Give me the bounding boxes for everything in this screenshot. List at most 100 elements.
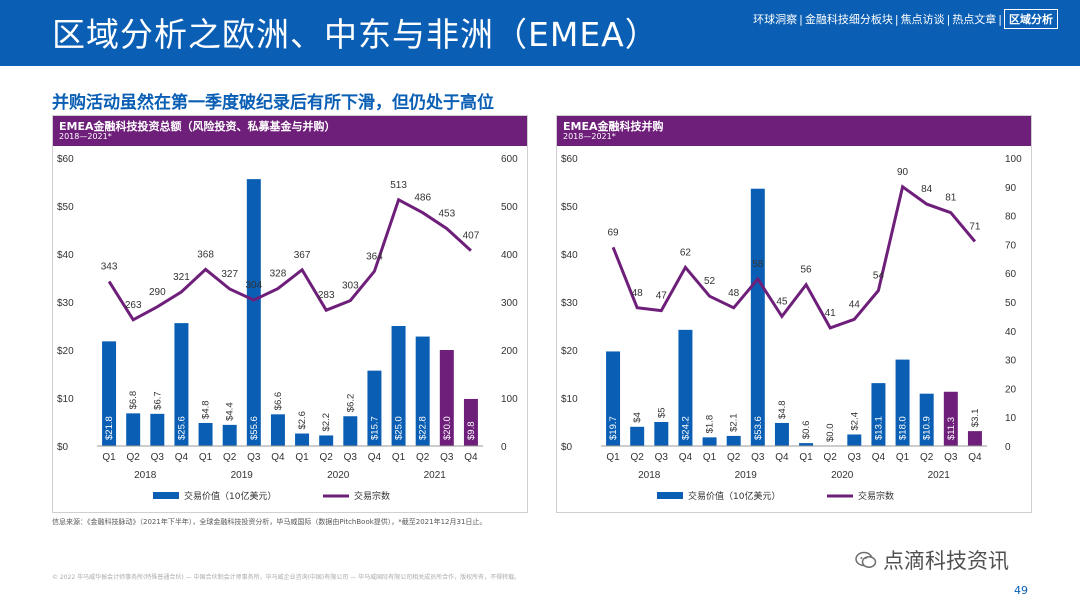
bar-value-label: $25.0 — [394, 416, 405, 440]
x-tick-label: Q2 — [320, 452, 334, 463]
chart-subtitle: 2018—2021* — [59, 132, 112, 141]
top-nav: 环球洞察 | 金融科技细分板块 | 焦点访谈 | 热点文章 | 区域分析 — [753, 9, 1058, 29]
deal-count-label: 58 — [752, 259, 764, 270]
x-tick-label: Q3 — [247, 452, 261, 463]
y-tick-label-right: 200 — [501, 346, 518, 357]
y-tick-label-right: 600 — [501, 154, 518, 165]
deal-count-label: 44 — [849, 299, 861, 310]
y-tick-label-right: 0 — [1005, 442, 1011, 453]
deal-count-label: 52 — [704, 276, 716, 287]
x-tick-label: Q4 — [464, 452, 478, 463]
x-tick-label: Q4 — [872, 452, 886, 463]
x-tick-label: Q1 — [199, 452, 213, 463]
bar-value-label: $9.8 — [466, 422, 477, 441]
y-tick-label-left: $40 — [561, 250, 578, 261]
y-tick-label-left: $60 — [561, 154, 578, 165]
bar — [174, 323, 189, 446]
y-tick-label-right: 90 — [1005, 183, 1017, 194]
y-tick-label-right: 60 — [1005, 269, 1017, 280]
x-tick-label: Q2 — [824, 452, 838, 463]
nav-item-fintech-segments[interactable]: 金融科技细分板块 — [804, 13, 893, 26]
bar-value-label: $4.8 — [201, 400, 212, 419]
deal-count-label: 303 — [342, 281, 359, 292]
watermark: 点滴科技资讯 — [855, 545, 1009, 575]
chart-title: EMEA金融科技并购 — [563, 120, 664, 133]
bar — [343, 416, 358, 446]
deal-count-label: 364 — [366, 251, 383, 262]
chart-title: EMEA金融科技投资总额（风险投资、私募基金与并购） — [59, 120, 336, 133]
x-tick-label: Q1 — [896, 452, 910, 463]
deal-count-label: 84 — [921, 184, 933, 195]
bar — [654, 422, 669, 446]
bar-value-label: $21.8 — [104, 416, 115, 440]
year-label: 2020 — [831, 470, 854, 481]
page-subtitle: 并购活动虽然在第一季度破纪录后有所下滑，但仍处于高位 — [52, 93, 494, 113]
x-tick-label: Q1 — [606, 452, 620, 463]
deal-count-label: 47 — [656, 291, 668, 302]
y-tick-label-right: 50 — [1005, 298, 1017, 309]
bar-value-label: $25.6 — [176, 416, 187, 440]
chart-header: EMEA金融科技并购 2018—2021* — [557, 116, 1031, 146]
deal-count-label: 81 — [945, 193, 957, 204]
chart-panel-mna: EMEA金融科技并购 2018—2021* $0 $10 $20 $30 $40 $50 $… — [556, 115, 1032, 513]
x-tick-label: Q4 — [968, 452, 982, 463]
bar-value-label: $4.8 — [777, 400, 788, 419]
deal-count-line — [107, 197, 472, 322]
bar-value-label: $6.8 — [128, 391, 139, 410]
deal-count-label: 327 — [221, 269, 238, 280]
bar — [150, 413, 165, 446]
bar — [246, 179, 261, 446]
nav-item-interviews[interactable]: 焦点访谈 — [900, 13, 945, 26]
nav-item-regional-analysis[interactable]: 区域分析 — [1004, 9, 1058, 29]
bar-value-label: $2.2 — [321, 413, 332, 432]
x-tick-label: Q3 — [151, 452, 165, 463]
y-tick-label-left: $30 — [57, 298, 74, 309]
deal-count-label: 283 — [318, 290, 335, 301]
page-title: 区域分析之欧洲、中东与非洲（EMEA） — [52, 15, 659, 54]
year-label: 2020 — [327, 470, 350, 481]
year-label: 2018 — [134, 470, 157, 481]
x-tick-label: Q1 — [102, 452, 116, 463]
bar-value-label: $4.4 — [225, 402, 236, 421]
bar-value-label: $4 — [632, 412, 643, 423]
x-tick-label: Q3 — [440, 452, 454, 463]
bar-value-label: $1.8 — [705, 415, 716, 434]
chart-mna: $0 $10 $20 $30 $40 $50 $60 0 10 20 30 40 50 60 70 80 90 1… — [561, 154, 1022, 502]
nav-item-global-insights[interactable]: 环球洞察 — [753, 13, 798, 26]
y-tick-label-left: $20 — [57, 346, 74, 357]
deal-count-label: 453 — [438, 209, 455, 220]
bar — [126, 413, 141, 446]
deal-count-label: 304 — [245, 280, 262, 291]
year-label: 2019 — [231, 470, 254, 481]
bar-value-label: $15.7 — [369, 416, 380, 440]
bar-value-label: $5 — [656, 407, 667, 418]
bar-value-label: $2.4 — [849, 412, 860, 431]
y-tick-label-right: 300 — [501, 298, 518, 309]
chart-panel-total-investment: EMEA金融科技投资总额（风险投资、私募基金与并购） 2018—2021* $0… — [52, 115, 528, 513]
x-tick-label: Q4 — [679, 452, 693, 463]
chart-subtitle: 2018—2021* — [563, 132, 616, 141]
y-tick-label-right: 40 — [1005, 327, 1017, 338]
nav-item-hot-articles[interactable]: 热点文章 — [952, 13, 997, 26]
bar-value-label: $24.2 — [680, 416, 691, 440]
bar-value-label: $6.6 — [273, 392, 284, 411]
bar-value-label: $6.7 — [152, 391, 163, 410]
bar-value-label: $2.1 — [729, 413, 740, 432]
deal-count-line — [611, 184, 977, 330]
bar — [439, 350, 454, 446]
bar — [967, 431, 982, 446]
deal-count-label: 263 — [125, 300, 142, 311]
year-label: 2019 — [735, 470, 758, 481]
bar — [726, 435, 741, 446]
deal-count-label: 290 — [149, 287, 166, 298]
bar-value-label: $6.2 — [345, 394, 356, 413]
y-tick-label-left: $0 — [57, 442, 69, 453]
deal-count-label: 486 — [414, 193, 431, 204]
bar — [463, 398, 478, 446]
bar — [919, 393, 934, 446]
y-tick-label-left: $50 — [57, 202, 74, 213]
y-tick-label-left: $30 — [561, 298, 578, 309]
deal-count-label: 328 — [270, 269, 287, 280]
legend-swatch-value — [657, 492, 683, 499]
bar — [799, 443, 814, 446]
